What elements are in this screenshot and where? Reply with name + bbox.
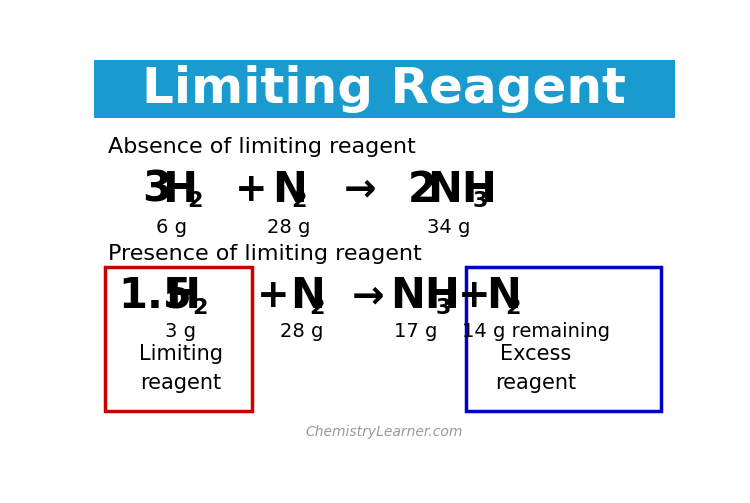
Text: +: +: [256, 277, 290, 315]
Text: Limiting Reagent: Limiting Reagent: [142, 65, 626, 113]
Text: Excess
reagent: Excess reagent: [495, 344, 576, 393]
Text: 2: 2: [506, 298, 520, 317]
Text: 28 g: 28 g: [267, 218, 310, 237]
Text: →: →: [344, 171, 376, 209]
Text: 3: 3: [472, 191, 488, 211]
Text: 34 g: 34 g: [427, 218, 470, 237]
Text: 3: 3: [436, 298, 451, 317]
Text: NH: NH: [427, 169, 496, 211]
Text: +: +: [458, 277, 490, 315]
Text: N: N: [290, 275, 325, 317]
Text: N: N: [486, 275, 520, 317]
Text: 2: 2: [408, 169, 436, 211]
Text: Limiting
reagent: Limiting reagent: [139, 344, 223, 393]
Text: Absence of limiting reagent: Absence of limiting reagent: [108, 137, 416, 157]
Text: 1.5: 1.5: [118, 275, 192, 317]
Text: Presence of limiting reagent: Presence of limiting reagent: [108, 243, 422, 264]
Text: 6 g: 6 g: [156, 218, 187, 237]
Text: ChemistryLearner.com: ChemistryLearner.com: [306, 425, 463, 439]
Text: NH: NH: [390, 275, 460, 317]
Text: H: H: [165, 275, 200, 317]
FancyBboxPatch shape: [466, 267, 661, 411]
Text: 14 g remaining: 14 g remaining: [461, 322, 610, 341]
FancyBboxPatch shape: [104, 267, 252, 411]
Text: 2: 2: [291, 191, 307, 211]
Text: +: +: [235, 171, 268, 209]
Text: H: H: [162, 169, 197, 211]
Text: 2: 2: [309, 298, 325, 317]
Text: 2: 2: [188, 191, 203, 211]
Text: N: N: [272, 169, 307, 211]
Text: →: →: [352, 277, 385, 315]
Text: 3: 3: [142, 169, 171, 211]
Text: 2: 2: [192, 298, 208, 317]
Text: 28 g: 28 g: [280, 322, 323, 341]
Text: 3 g: 3 g: [165, 322, 196, 341]
Text: 17 g: 17 g: [394, 322, 437, 341]
FancyBboxPatch shape: [94, 60, 675, 118]
